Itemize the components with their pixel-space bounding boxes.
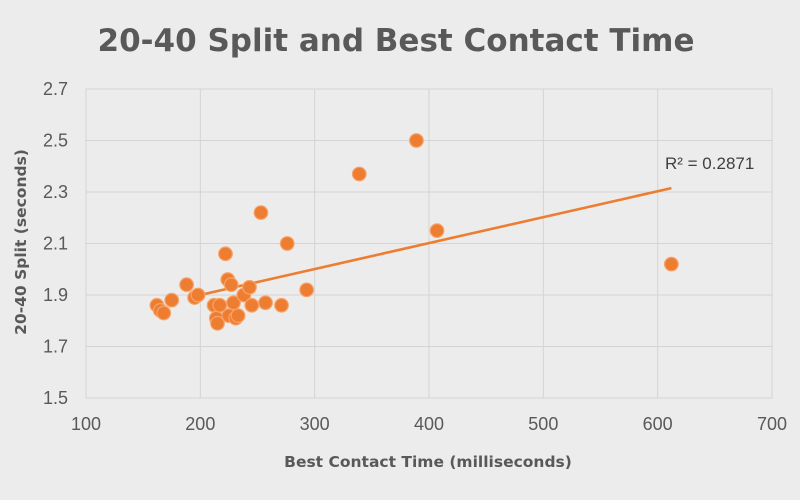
data-point	[299, 282, 315, 298]
data-point	[179, 277, 195, 293]
data-point	[429, 223, 445, 239]
x-tick-label: 700	[757, 414, 787, 434]
data-point	[279, 236, 295, 251]
y-tick-label: 1.5	[43, 388, 68, 408]
data-point	[351, 166, 367, 182]
plot-frame	[85, 88, 773, 399]
data-point	[218, 246, 233, 262]
data-points	[149, 133, 679, 331]
tick-labels: 100 200 300 400 500 600 700 1.5 1.7 1.9 2.1 2.3 2.5 2…	[43, 79, 787, 434]
data-point	[164, 292, 180, 308]
r-squared-label: R² = 0.2871	[665, 154, 754, 173]
data-point	[242, 279, 257, 295]
x-tick-label: 500	[528, 414, 558, 434]
y-axis-label: 20-40 Split (seconds)	[12, 149, 30, 335]
y-tick-label: 1.7	[43, 337, 68, 357]
data-point	[663, 256, 679, 272]
x-axis-label: Best Contact Time (milliseconds)	[284, 453, 572, 471]
x-tick-label: 300	[300, 414, 330, 434]
data-point	[223, 277, 239, 293]
x-tick-label: 200	[185, 414, 215, 434]
trendline-group	[194, 186, 672, 298]
x-tick-label: 400	[414, 414, 444, 434]
y-tick-label: 2.3	[43, 182, 68, 202]
data-point	[244, 297, 260, 313]
data-point	[156, 305, 172, 321]
data-point	[230, 308, 246, 324]
data-point	[190, 287, 206, 303]
gridlines	[85, 88, 773, 399]
data-point	[274, 297, 289, 313]
y-tick-label: 1.9	[43, 285, 68, 305]
y-tick-label: 2.1	[43, 234, 68, 254]
x-tick-label: 600	[643, 414, 673, 434]
x-tick-label: 100	[71, 414, 101, 434]
y-tick-label: 2.7	[43, 79, 68, 99]
trendline	[194, 186, 672, 298]
data-point	[253, 205, 269, 221]
data-point	[210, 315, 225, 331]
chart-title: 20-40 Split and Best Contact Time	[98, 23, 695, 59]
data-point	[258, 295, 273, 311]
y-tick-label: 2.5	[43, 131, 68, 151]
data-point	[409, 133, 424, 148]
data-point	[226, 295, 241, 311]
